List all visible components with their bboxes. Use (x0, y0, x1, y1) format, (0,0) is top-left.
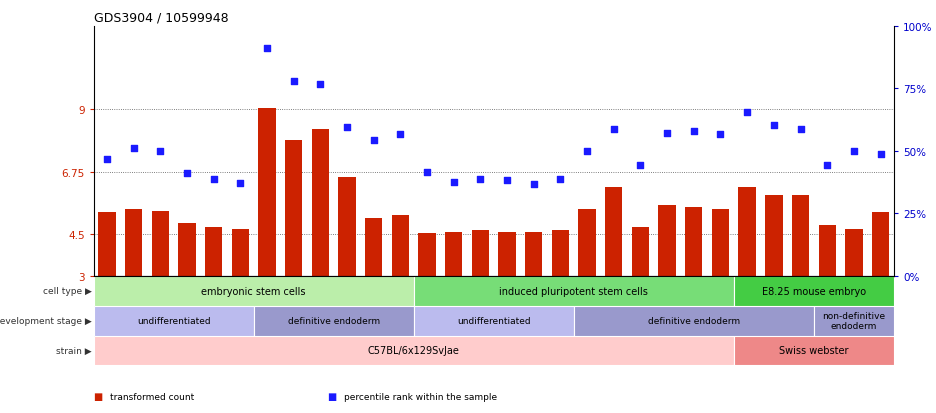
Text: transformed count: transformed count (110, 392, 195, 401)
Point (793, 126, 808, 133)
Point (553, 176, 568, 183)
Point (99, 157, 114, 163)
Text: non-definitive
endoderm: non-definitive endoderm (823, 311, 885, 330)
Point (820, 162, 835, 169)
Bar (445, 232, 462, 276)
Point (340, 125, 355, 131)
Text: undifferentiated: undifferentiated (457, 316, 531, 325)
Bar (231, 229, 249, 276)
Bar (792, 196, 810, 276)
Bar (765, 196, 782, 276)
Bar (254, 306, 414, 336)
Point (446, 179, 461, 185)
Point (126, 145, 141, 152)
Bar (711, 210, 729, 276)
Bar (685, 207, 703, 276)
Bar (124, 210, 142, 276)
Bar (365, 218, 383, 276)
Point (526, 182, 541, 188)
Bar (525, 232, 543, 276)
Point (286, 79, 301, 85)
Bar (94, 276, 414, 306)
Bar (178, 223, 196, 276)
Bar (814, 306, 894, 336)
Point (259, 46, 274, 52)
Bar (739, 188, 756, 276)
Point (767, 122, 782, 128)
Point (660, 130, 675, 137)
Bar (658, 206, 676, 276)
Text: definitive endoderm: definitive endoderm (287, 316, 380, 325)
Bar (734, 336, 894, 366)
Bar (845, 229, 863, 276)
Bar (632, 228, 650, 276)
Text: GDS3904 / 10599948: GDS3904 / 10599948 (94, 11, 228, 24)
Bar (498, 232, 516, 276)
Bar (94, 336, 734, 366)
Bar (414, 306, 574, 336)
Bar (285, 140, 302, 276)
Point (180, 171, 195, 177)
Text: undifferentiated: undifferentiated (137, 316, 211, 325)
Point (393, 132, 408, 138)
Bar (414, 276, 734, 306)
Text: E8.25 mouse embryo: E8.25 mouse embryo (762, 286, 866, 296)
Point (713, 132, 728, 138)
Point (500, 177, 515, 184)
Bar (205, 228, 223, 276)
Point (206, 176, 221, 183)
Text: cell type ▶: cell type ▶ (43, 287, 92, 296)
Text: development stage ▶: development stage ▶ (0, 316, 92, 325)
Point (313, 82, 328, 88)
Bar (472, 230, 490, 276)
Bar (258, 109, 276, 276)
Point (633, 162, 648, 169)
Text: embryonic stem cells: embryonic stem cells (201, 286, 306, 296)
Text: ■: ■ (328, 391, 337, 401)
Point (686, 129, 701, 135)
Text: definitive endoderm: definitive endoderm (648, 316, 739, 325)
Bar (578, 210, 596, 276)
Bar (574, 306, 814, 336)
Text: Swiss webster: Swiss webster (779, 346, 849, 356)
Text: C57BL/6x129SvJae: C57BL/6x129SvJae (368, 346, 460, 356)
Point (153, 148, 168, 155)
Point (739, 109, 754, 116)
Bar (391, 215, 409, 276)
Text: strain ▶: strain ▶ (56, 346, 92, 355)
Bar (94, 306, 254, 336)
Text: percentile rank within the sample: percentile rank within the sample (344, 392, 498, 401)
Bar (98, 213, 116, 276)
Point (579, 148, 594, 155)
Point (473, 176, 488, 183)
Text: ■: ■ (94, 391, 103, 401)
Text: induced pluripotent stem cells: induced pluripotent stem cells (499, 286, 649, 296)
Bar (418, 233, 436, 276)
Point (607, 126, 622, 133)
Bar (551, 230, 569, 276)
Bar (605, 188, 622, 276)
Bar (818, 225, 836, 276)
Bar (734, 276, 894, 306)
Point (873, 151, 888, 158)
Bar (871, 213, 889, 276)
Bar (152, 211, 169, 276)
Point (366, 137, 381, 144)
Point (846, 148, 861, 155)
Point (233, 180, 248, 187)
Bar (338, 178, 356, 276)
Bar (312, 129, 329, 276)
Point (419, 169, 434, 176)
